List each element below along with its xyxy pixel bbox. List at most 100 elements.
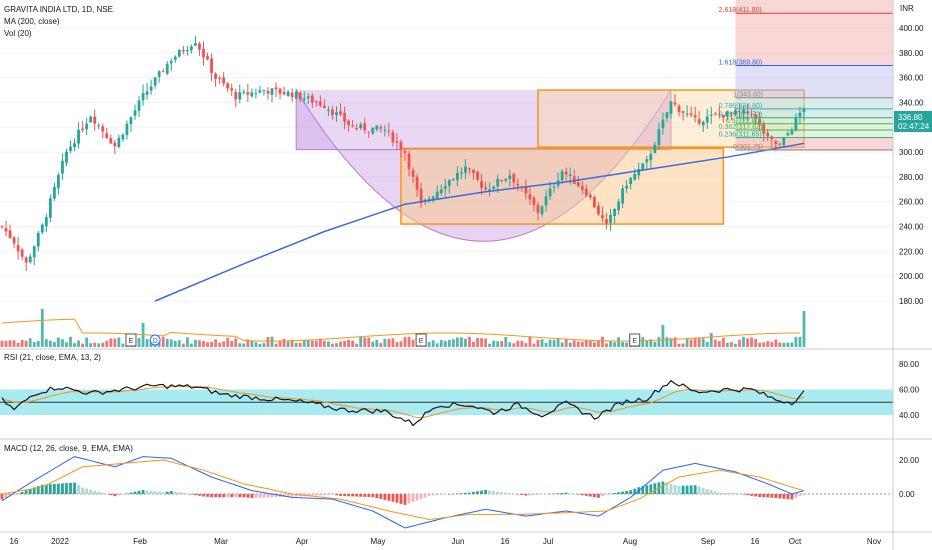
candle-body[interactable] bbox=[141, 93, 145, 101]
candle-body[interactable] bbox=[754, 114, 758, 118]
candle-body[interactable] bbox=[363, 123, 367, 131]
candle-body[interactable] bbox=[371, 127, 375, 134]
candle-body[interactable] bbox=[439, 189, 443, 194]
candle-body[interactable] bbox=[524, 186, 528, 194]
macd-legend[interactable]: MACD (12, 26, close, 9, EMA, EMA) bbox=[4, 444, 133, 453]
candle-body[interactable] bbox=[310, 95, 314, 103]
candle-body[interactable] bbox=[105, 133, 109, 139]
candle-body[interactable] bbox=[254, 93, 258, 95]
candle-body[interactable] bbox=[395, 141, 399, 143]
candle-body[interactable] bbox=[685, 113, 689, 115]
candle-body[interactable] bbox=[786, 133, 790, 136]
candle-body[interactable] bbox=[32, 246, 36, 258]
candle-body[interactable] bbox=[693, 115, 697, 118]
candle-body[interactable] bbox=[798, 112, 802, 117]
candle-body[interactable] bbox=[673, 102, 677, 105]
candle-body[interactable] bbox=[238, 92, 242, 100]
candle-body[interactable] bbox=[411, 170, 415, 177]
candle-body[interactable] bbox=[544, 196, 548, 206]
candle-body[interactable] bbox=[629, 177, 633, 185]
candle-body[interactable] bbox=[61, 161, 64, 174]
candle-body[interactable] bbox=[173, 56, 177, 60]
candle-body[interactable] bbox=[689, 113, 693, 115]
candle-body[interactable] bbox=[621, 188, 625, 204]
candle-body[interactable] bbox=[528, 194, 532, 200]
candle-body[interactable] bbox=[383, 129, 387, 131]
candle-body[interactable] bbox=[677, 105, 681, 112]
candle-body[interactable] bbox=[504, 178, 508, 181]
candle-body[interactable] bbox=[480, 181, 483, 188]
candle-body[interactable] bbox=[617, 201, 620, 211]
candle-body[interactable] bbox=[484, 187, 487, 190]
candle-body[interactable] bbox=[121, 134, 125, 140]
candle-body[interactable] bbox=[101, 126, 105, 132]
candle-body[interactable] bbox=[564, 171, 568, 175]
candle-body[interactable] bbox=[746, 111, 749, 113]
candle-body[interactable] bbox=[605, 219, 608, 224]
candle-body[interactable] bbox=[153, 77, 157, 86]
candle-body[interactable] bbox=[157, 71, 161, 77]
candle-body[interactable] bbox=[625, 185, 629, 189]
candle-body[interactable] bbox=[129, 117, 133, 125]
ma-legend[interactable]: MA (200, close) bbox=[4, 17, 60, 26]
candle-body[interactable] bbox=[709, 114, 713, 116]
candle-body[interactable] bbox=[246, 92, 250, 95]
candle-body[interactable] bbox=[536, 204, 540, 213]
candle-body[interactable] bbox=[705, 116, 709, 123]
symbol-title[interactable]: GRAVITA INDIA LTD, 1D, NSE bbox=[4, 5, 113, 14]
candle-body[interactable] bbox=[347, 120, 350, 125]
candle-body[interactable] bbox=[69, 146, 72, 151]
candle-body[interactable] bbox=[717, 113, 721, 115]
candle-body[interactable] bbox=[218, 77, 222, 80]
candle-body[interactable] bbox=[609, 215, 612, 223]
candle-body[interactable] bbox=[488, 189, 492, 191]
candle-body[interactable] bbox=[109, 138, 113, 144]
candle-body[interactable] bbox=[117, 137, 121, 148]
candle-body[interactable] bbox=[12, 237, 16, 244]
candle-body[interactable] bbox=[443, 186, 447, 189]
candle-body[interactable] bbox=[89, 116, 93, 123]
macd-pane[interactable] bbox=[0, 456, 893, 529]
candle-body[interactable] bbox=[214, 73, 217, 79]
candle-body[interactable] bbox=[697, 119, 701, 124]
vol-legend[interactable]: Vol (20) bbox=[4, 29, 32, 38]
candle-body[interactable] bbox=[242, 91, 246, 93]
candle-body[interactable] bbox=[339, 111, 342, 115]
candle-body[interactable] bbox=[81, 128, 84, 131]
candle-body[interactable] bbox=[85, 123, 89, 130]
candle-body[interactable] bbox=[415, 176, 419, 190]
candle-body[interactable] bbox=[270, 88, 274, 95]
candle-body[interactable] bbox=[431, 196, 435, 201]
candle-body[interactable] bbox=[738, 111, 741, 113]
candle-body[interactable] bbox=[548, 188, 552, 197]
candle-body[interactable] bbox=[758, 119, 762, 125]
candle-body[interactable] bbox=[730, 112, 733, 114]
candle-body[interactable] bbox=[16, 245, 20, 252]
candle-body[interactable] bbox=[198, 43, 201, 50]
candle-body[interactable] bbox=[391, 132, 395, 143]
candle-body[interactable] bbox=[190, 46, 193, 51]
candle-body[interactable] bbox=[766, 132, 770, 137]
earnings-marker[interactable] bbox=[415, 333, 427, 347]
candle-body[interactable] bbox=[476, 171, 479, 180]
candle-body[interactable] bbox=[327, 109, 330, 111]
candle-body[interactable] bbox=[286, 91, 290, 97]
candle-body[interactable] bbox=[601, 215, 604, 218]
candle-body[interactable] bbox=[282, 91, 286, 95]
candle-body[interactable] bbox=[52, 186, 56, 199]
candle-body[interactable] bbox=[262, 90, 266, 92]
candle-body[interactable] bbox=[464, 166, 467, 173]
candle-body[interactable] bbox=[290, 92, 294, 98]
candle-body[interactable] bbox=[234, 92, 238, 100]
candle-body[interactable] bbox=[181, 50, 185, 52]
candle-body[interactable] bbox=[306, 96, 310, 98]
candle-body[interactable] bbox=[568, 174, 572, 177]
candle-body[interactable] bbox=[8, 230, 12, 239]
candle-body[interactable] bbox=[278, 88, 282, 94]
candle-body[interactable] bbox=[185, 49, 189, 51]
candle-body[interactable] bbox=[298, 92, 302, 100]
candle-body[interactable] bbox=[44, 217, 48, 227]
candle-body[interactable] bbox=[407, 153, 411, 170]
dividend-marker[interactable] bbox=[149, 334, 161, 346]
